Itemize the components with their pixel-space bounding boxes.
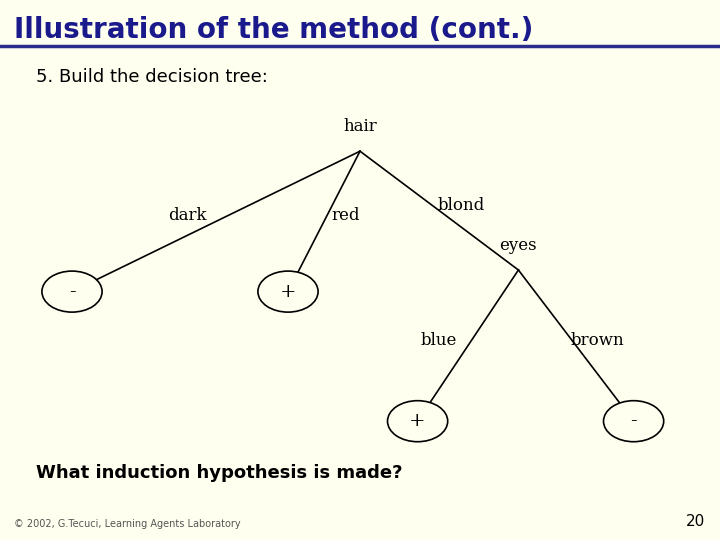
Text: dark: dark — [168, 207, 207, 225]
Text: +: + — [410, 412, 426, 430]
Text: eyes: eyes — [500, 237, 537, 254]
Text: +: + — [280, 282, 296, 301]
Text: hair: hair — [343, 118, 377, 135]
Ellipse shape — [258, 271, 318, 312]
Text: Illustration of the method (cont.): Illustration of the method (cont.) — [14, 16, 534, 44]
Text: 20: 20 — [686, 514, 706, 529]
Ellipse shape — [603, 401, 664, 442]
Text: 5. Build the decision tree:: 5. Build the decision tree: — [36, 68, 268, 85]
Text: What induction hypothesis is made?: What induction hypothesis is made? — [36, 464, 402, 482]
Text: -: - — [68, 282, 76, 301]
Text: © 2002, G.Tecuci, Learning Agents Laboratory: © 2002, G.Tecuci, Learning Agents Labora… — [14, 519, 241, 529]
Text: brown: brown — [571, 332, 624, 349]
Text: red: red — [331, 207, 360, 225]
Text: -: - — [630, 412, 637, 430]
Ellipse shape — [42, 271, 102, 312]
Ellipse shape — [387, 401, 448, 442]
Text: blue: blue — [421, 332, 457, 349]
Text: blond: blond — [437, 197, 485, 214]
